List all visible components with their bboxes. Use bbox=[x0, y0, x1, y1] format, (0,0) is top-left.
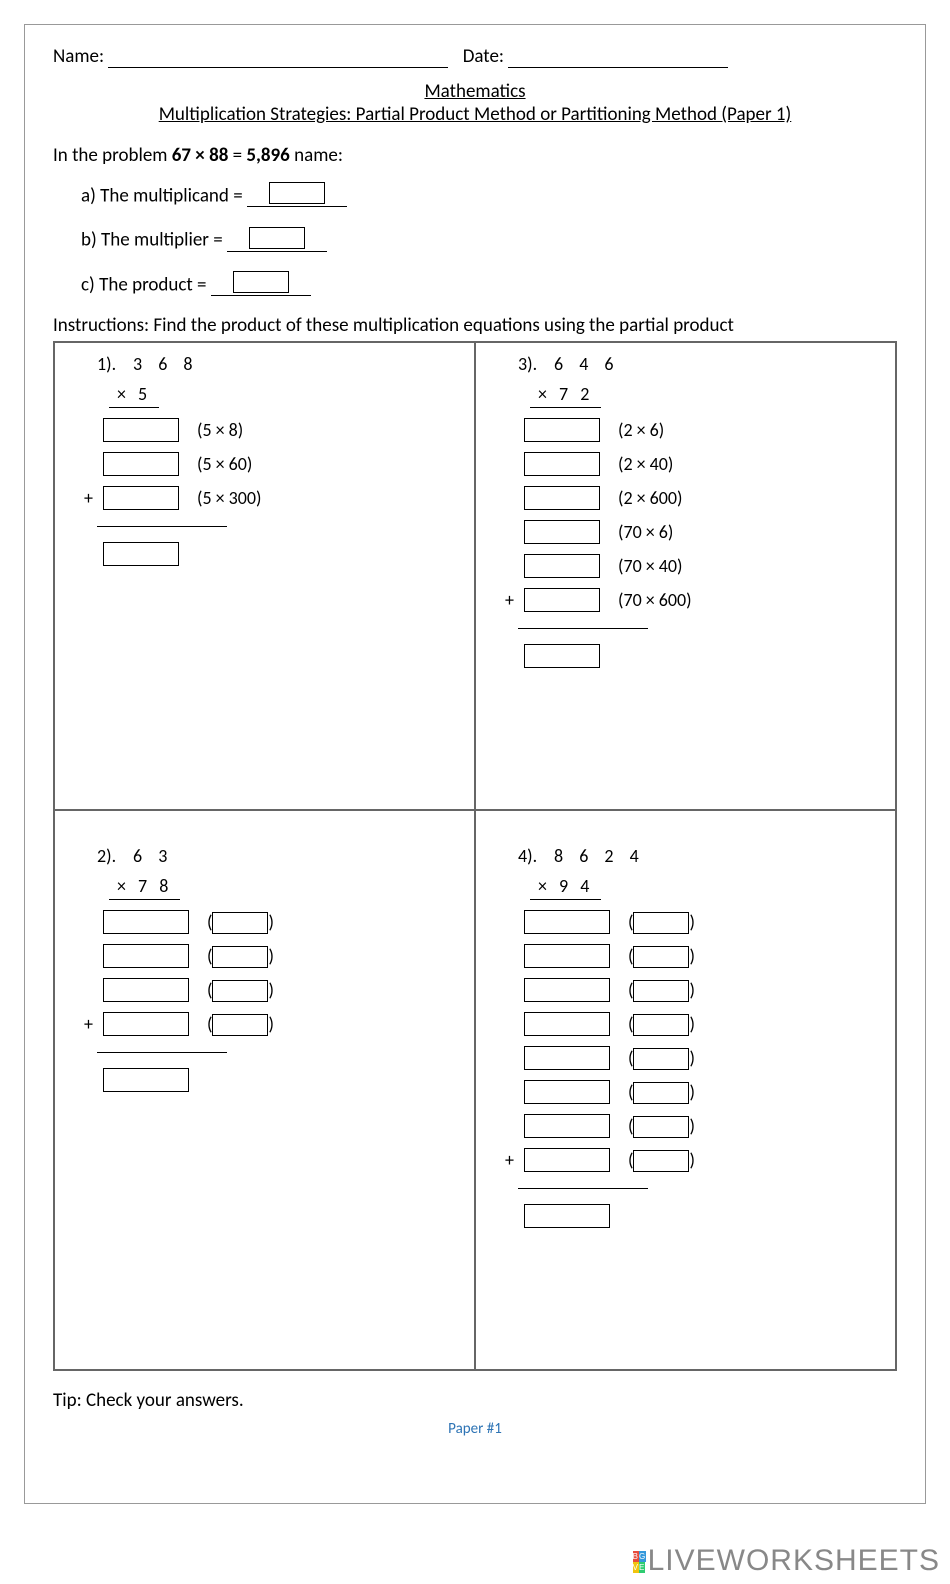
p4-partial-4[interactable] bbox=[524, 1012, 610, 1036]
question-list: a) The multiplicand = b) The multiplier … bbox=[81, 181, 897, 296]
p4-hint-4[interactable] bbox=[633, 1014, 689, 1036]
worksheet-page: Name: Date: Mathematics Multiplication S… bbox=[24, 24, 926, 1504]
p4-partial-1[interactable] bbox=[524, 910, 610, 934]
question-c: c) The product = bbox=[81, 270, 897, 296]
date-input-line[interactable] bbox=[508, 67, 728, 68]
tip-text: Tip: Check your answers. bbox=[53, 1389, 897, 1412]
name-input-line[interactable] bbox=[108, 67, 448, 68]
p4-partial-3[interactable] bbox=[524, 978, 610, 1002]
p1-sum-line bbox=[97, 526, 227, 527]
problem-4: 4).8 6 2 4 × 9 4 () () () () () () () +(… bbox=[475, 810, 896, 1370]
p3-partial-6[interactable] bbox=[524, 588, 600, 612]
instructions: Instructions: Find the product of these … bbox=[53, 314, 897, 337]
name-label: Name: bbox=[53, 45, 104, 68]
p2-partial-1[interactable] bbox=[103, 910, 189, 934]
answer-line-a[interactable] bbox=[247, 181, 347, 207]
p4-hint-2[interactable] bbox=[633, 946, 689, 968]
p2-total[interactable] bbox=[103, 1068, 189, 1092]
p3-partial-4[interactable] bbox=[524, 520, 600, 544]
p3-total[interactable] bbox=[524, 644, 600, 668]
p4-sum-line bbox=[518, 1188, 648, 1189]
p2-partial-3[interactable] bbox=[103, 978, 189, 1002]
header-line: Name: Date: bbox=[53, 45, 897, 68]
p2-hint-3[interactable] bbox=[212, 980, 268, 1002]
p1-partial-2[interactable] bbox=[103, 452, 179, 476]
intro-text: In the problem 67 × 88 = 5,896 name: bbox=[53, 144, 897, 167]
problem-grid: 1).3 6 8 × 5 (5 × 8) (5 × 60) +(5 × 300)… bbox=[53, 341, 897, 1371]
answer-box-a[interactable] bbox=[269, 182, 325, 204]
title-block: Mathematics Multiplication Strategies: P… bbox=[53, 80, 897, 126]
p3-partial-2[interactable] bbox=[524, 452, 600, 476]
question-a: a) The multiplicand = bbox=[81, 181, 897, 207]
watermark: BG VE LIVEWORKSHEETS bbox=[633, 1544, 940, 1578]
p4-partial-8[interactable] bbox=[524, 1148, 610, 1172]
question-b: b) The multiplier = bbox=[81, 225, 897, 251]
answer-line-b[interactable] bbox=[227, 225, 327, 251]
p2-hint-4[interactable] bbox=[212, 1014, 268, 1036]
p2-partial-4[interactable] bbox=[103, 1012, 189, 1036]
p1-partial-3[interactable] bbox=[103, 486, 179, 510]
p3-partial-3[interactable] bbox=[524, 486, 600, 510]
subject-title: Mathematics bbox=[53, 80, 897, 103]
subtitle: Multiplication Strategies: Partial Produ… bbox=[53, 103, 897, 126]
p4-partial-7[interactable] bbox=[524, 1114, 610, 1138]
watermark-logo-icon: BG VE bbox=[633, 1551, 644, 1573]
footer-text: Paper #1 bbox=[53, 1420, 897, 1438]
answer-box-b[interactable] bbox=[249, 227, 305, 249]
p4-partial-2[interactable] bbox=[524, 944, 610, 968]
p2-hint-1[interactable] bbox=[212, 912, 268, 934]
p1-partial-1[interactable] bbox=[103, 418, 179, 442]
p3-partial-1[interactable] bbox=[524, 418, 600, 442]
date-label: Date: bbox=[463, 45, 504, 68]
p4-hint-1[interactable] bbox=[633, 912, 689, 934]
problem-2: 2).6 3 × 7 8 () () () +() bbox=[54, 810, 475, 1370]
p3-sum-line bbox=[518, 628, 648, 629]
p2-sum-line bbox=[97, 1052, 227, 1053]
p2-partial-2[interactable] bbox=[103, 944, 189, 968]
p3-partial-5[interactable] bbox=[524, 554, 600, 578]
p4-total[interactable] bbox=[524, 1204, 610, 1228]
p2-hint-2[interactable] bbox=[212, 946, 268, 968]
p4-hint-5[interactable] bbox=[633, 1048, 689, 1070]
p4-partial-6[interactable] bbox=[524, 1080, 610, 1104]
p4-partial-5[interactable] bbox=[524, 1046, 610, 1070]
p4-hint-7[interactable] bbox=[633, 1116, 689, 1138]
problem-3: 3).6 4 6 × 7 2 (2 × 6) (2 × 40) (2 × 600… bbox=[475, 342, 896, 810]
p4-hint-3[interactable] bbox=[633, 980, 689, 1002]
p4-hint-6[interactable] bbox=[633, 1082, 689, 1104]
answer-box-c[interactable] bbox=[233, 271, 289, 293]
p1-total[interactable] bbox=[103, 542, 179, 566]
answer-line-c[interactable] bbox=[211, 270, 311, 296]
p4-hint-8[interactable] bbox=[633, 1150, 689, 1172]
problem-1: 1).3 6 8 × 5 (5 × 8) (5 × 60) +(5 × 300) bbox=[54, 342, 475, 810]
